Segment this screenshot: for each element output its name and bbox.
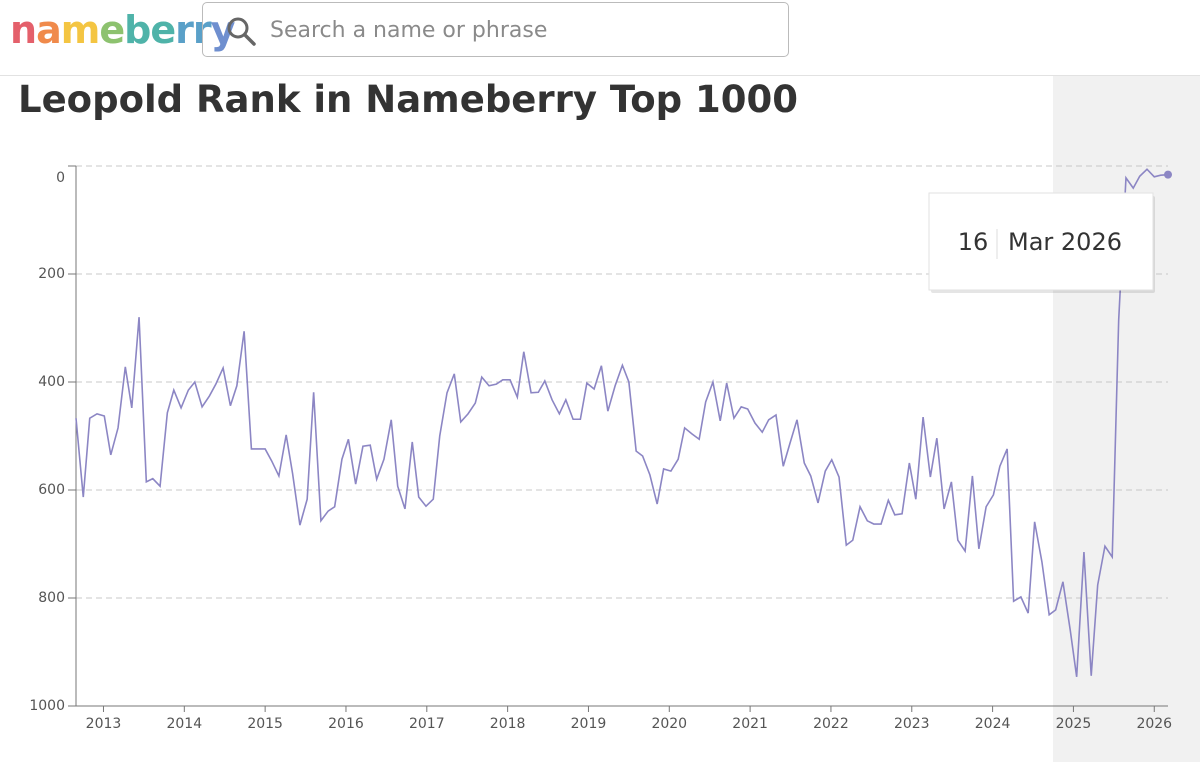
logo-letter: a <box>36 8 62 52</box>
logo-letter: m <box>60 8 101 52</box>
x-tick-label: 2015 <box>247 716 283 732</box>
x-tick-label: 2016 <box>328 716 364 732</box>
x-tick-label: 2023 <box>894 716 930 732</box>
tooltip-value: 16 <box>958 228 989 256</box>
x-tick-label: 2020 <box>651 716 687 732</box>
logo-letter: b <box>124 8 151 52</box>
chart-title: Leopold Rank in Nameberry Top 1000 <box>18 78 798 121</box>
rank-line <box>75 168 1169 677</box>
x-tick-label: 2014 <box>166 716 202 732</box>
tooltip-date: Mar 2026 <box>1008 228 1122 256</box>
hover-point <box>1164 170 1172 179</box>
x-tick-label: 2013 <box>86 716 122 732</box>
y-tick-label: 800 <box>38 590 65 606</box>
logo[interactable]: nameberry <box>10 8 236 52</box>
y-tick-label: 600 <box>38 482 65 498</box>
x-tick-label: 2019 <box>571 716 607 732</box>
search-placeholder: Search a name or phrase <box>270 18 548 43</box>
search-icon <box>227 17 256 46</box>
hover-band <box>1053 76 1200 762</box>
logo-letter: e <box>99 8 125 52</box>
x-tick-label: 2021 <box>732 716 768 732</box>
x-tick-label: 2018 <box>490 716 526 732</box>
logo-letter: r <box>175 8 194 52</box>
y-tick-label: 400 <box>38 374 65 390</box>
y-tick-label: 0 <box>56 170 65 186</box>
y-tick-label: 1000 <box>29 698 65 714</box>
x-tick-label: 2026 <box>1136 716 1172 732</box>
header: nameberry Search a name or phrase <box>0 0 1200 76</box>
x-tick-label: 2025 <box>1056 716 1092 732</box>
x-tick-label: 2024 <box>975 716 1011 732</box>
x-tick-label: 2022 <box>813 716 849 732</box>
logo-letter: y <box>210 8 236 52</box>
tooltip-box <box>928 192 1154 291</box>
tooltip: 16 Mar 2026 <box>928 192 1155 293</box>
search-box[interactable]: Search a name or phrase <box>202 2 789 57</box>
x-tick-label: 2017 <box>409 716 445 732</box>
logo-letter: n <box>10 8 37 52</box>
y-tick-label: 200 <box>38 266 65 282</box>
logo-letter: e <box>150 8 176 52</box>
